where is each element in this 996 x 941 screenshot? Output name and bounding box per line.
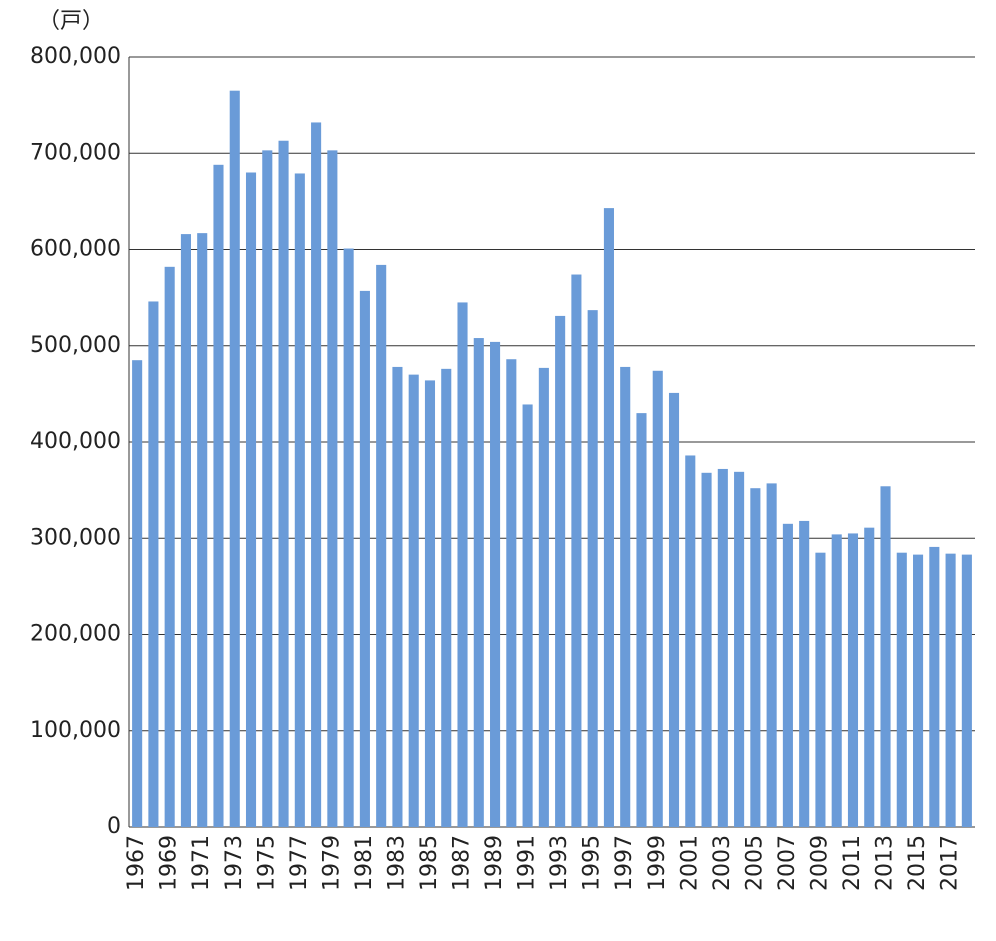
x-tick-label: 1969 <box>157 835 182 891</box>
bar <box>132 360 143 827</box>
bar <box>506 359 517 827</box>
bar <box>441 368 452 827</box>
bar <box>164 266 175 827</box>
bar <box>896 552 907 827</box>
x-tick-label: 2015 <box>905 835 930 891</box>
x-tick-label: 1999 <box>645 835 670 891</box>
x-tick-label: 2003 <box>710 835 735 891</box>
bar <box>750 488 761 827</box>
x-tick-label: 1975 <box>254 835 279 891</box>
x-tick-label: 2001 <box>677 835 702 891</box>
bar <box>538 367 549 827</box>
bar <box>782 523 793 827</box>
x-tick-label: 1979 <box>319 835 344 891</box>
x-tick-label: 1967 <box>124 835 149 891</box>
bar <box>815 552 826 827</box>
bar <box>245 172 257 827</box>
bar <box>311 122 322 827</box>
bar <box>961 554 972 827</box>
bar <box>424 380 436 827</box>
bar <box>880 486 891 827</box>
x-tick-label: 1973 <box>222 835 247 891</box>
bar <box>847 533 859 827</box>
x-tick-label: 1991 <box>515 835 540 891</box>
bar <box>620 366 631 827</box>
y-tick-label: 700,000 <box>30 140 121 165</box>
bar <box>262 150 273 828</box>
y-unit: （戸） <box>38 9 104 34</box>
x-tick-label: 2017 <box>938 835 963 891</box>
bar <box>571 274 582 827</box>
bar <box>359 290 370 827</box>
x-tick-label: 1971 <box>189 835 214 891</box>
bar <box>473 338 484 827</box>
bar <box>929 546 940 827</box>
bar <box>555 315 566 827</box>
x-tick-label: 1983 <box>384 835 409 891</box>
bar <box>766 483 777 827</box>
bar <box>229 90 240 827</box>
bar <box>652 370 663 827</box>
x-tick-label: 1995 <box>580 835 605 891</box>
bar <box>376 264 387 827</box>
bar <box>603 208 614 828</box>
bar <box>343 248 354 828</box>
x-tick-label: 1993 <box>547 835 572 891</box>
x-tick-label: 2007 <box>775 835 800 891</box>
bar <box>327 150 338 828</box>
x-tick-label: 1981 <box>352 835 377 891</box>
bar <box>799 520 810 827</box>
bar <box>636 413 647 827</box>
bar <box>864 527 875 827</box>
x-tick-label: 2005 <box>742 835 767 891</box>
bar <box>490 341 501 827</box>
y-tick-label: 600,000 <box>30 237 121 262</box>
bar <box>278 140 289 828</box>
bar <box>180 234 191 828</box>
bar <box>701 472 712 827</box>
x-tick-label: 1997 <box>612 835 637 891</box>
bar <box>197 233 208 827</box>
bar <box>213 164 224 828</box>
bar <box>148 301 159 828</box>
x-tick-label: 1987 <box>450 835 475 891</box>
bar <box>587 310 598 827</box>
x-tick-label: 2013 <box>873 835 898 891</box>
bar <box>408 374 419 827</box>
y-tick-label: 800,000 <box>30 44 121 69</box>
bar <box>294 173 305 827</box>
y-tick-label: 0 <box>107 814 121 839</box>
x-tick-label: 1985 <box>417 835 442 891</box>
bar <box>685 455 696 827</box>
y-tick-label: 300,000 <box>30 525 121 550</box>
bar <box>945 553 956 827</box>
bar <box>717 468 728 827</box>
bar <box>831 534 842 827</box>
bar <box>913 554 924 827</box>
bar <box>522 404 533 827</box>
bar <box>734 471 745 827</box>
bar <box>392 366 403 827</box>
y-tick-label: 100,000 <box>30 718 121 743</box>
bar <box>668 392 680 827</box>
x-tick-label: 1989 <box>482 835 507 891</box>
x-tick-label: 2009 <box>807 835 832 891</box>
y-tick-label: 200,000 <box>30 622 121 647</box>
x-tick-label: 1977 <box>287 835 312 891</box>
y-tick-label: 500,000 <box>30 333 121 358</box>
x-tick-label: 2011 <box>840 835 865 891</box>
bar <box>457 302 468 827</box>
y-tick-label: 400,000 <box>30 429 121 454</box>
